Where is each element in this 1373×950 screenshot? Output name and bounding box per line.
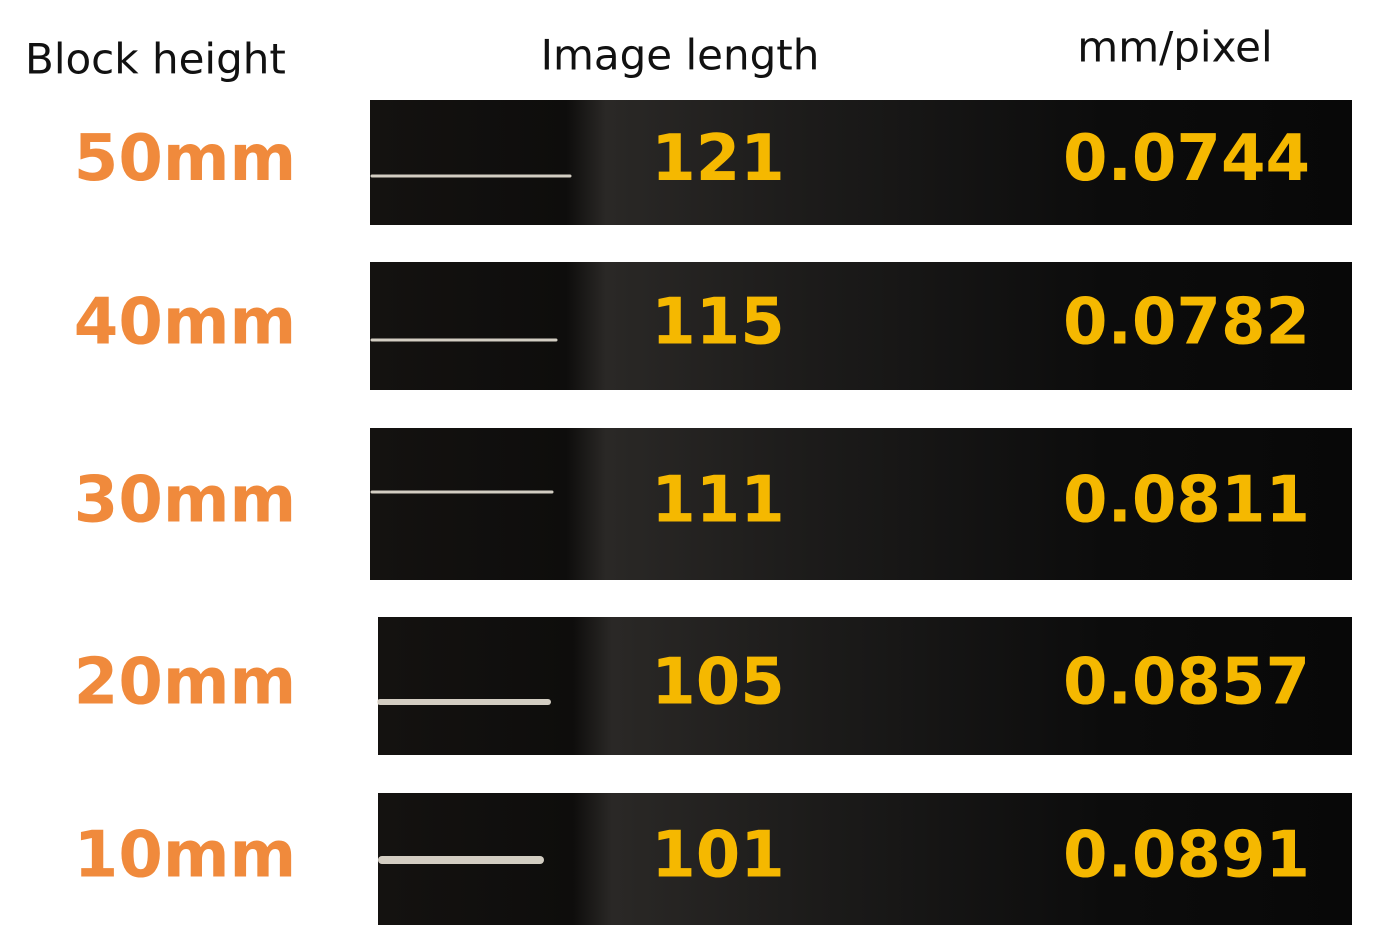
image-strip xyxy=(378,617,1352,755)
image-length: 101 xyxy=(651,819,785,893)
block-height: 10mm xyxy=(74,819,296,893)
block-height: 20mm xyxy=(74,646,296,720)
image-strip xyxy=(370,262,1352,390)
block-height: 30mm xyxy=(74,464,296,538)
mm-per-pixel: 0.0782 xyxy=(1063,286,1310,360)
image-length: 111 xyxy=(651,464,785,538)
mm-per-pixel: 0.0811 xyxy=(1063,464,1310,538)
mm-per-pixel: 0.0857 xyxy=(1063,646,1310,720)
header-mm-per-pixel: mm/pixel xyxy=(1077,23,1272,72)
image-strip xyxy=(370,100,1352,225)
header-image-length: Image length xyxy=(541,31,820,80)
block-height: 40mm xyxy=(74,286,296,360)
image-length: 105 xyxy=(651,646,785,720)
mm-per-pixel: 0.0744 xyxy=(1063,122,1310,196)
image-length: 115 xyxy=(651,286,785,360)
image-length: 121 xyxy=(651,122,785,196)
block-height: 50mm xyxy=(74,122,296,196)
rows: 50mm 121 0.0744 40mm 115 0.0782 30mm 111 0.0811 2… xyxy=(74,100,1352,925)
image-strip xyxy=(370,428,1352,580)
mm-per-pixel: 0.0891 xyxy=(1063,819,1310,893)
header-block-height: Block height xyxy=(25,35,286,84)
